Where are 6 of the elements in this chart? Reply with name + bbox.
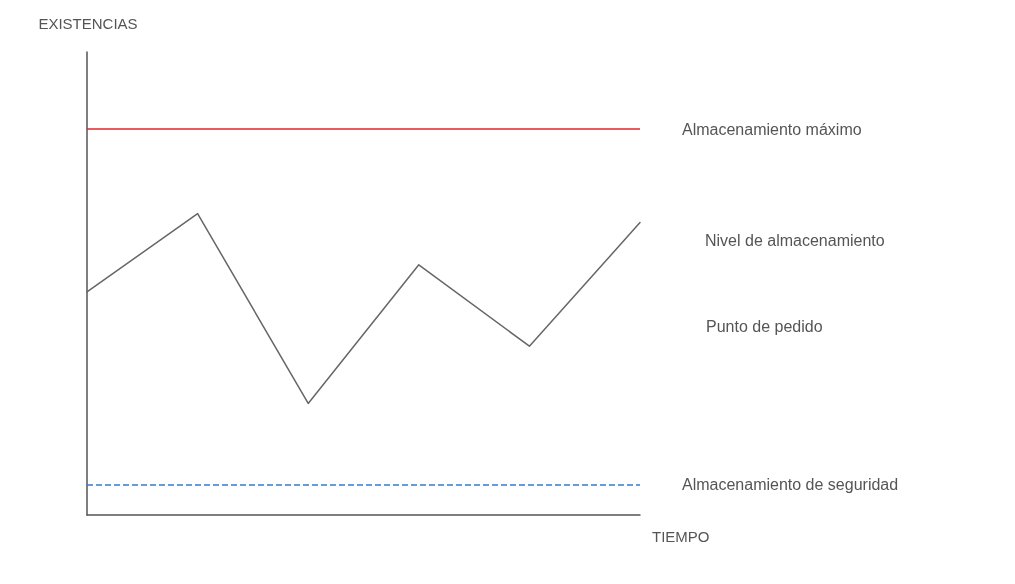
ref-line-label: Almacenamiento de seguridad xyxy=(682,476,899,494)
ref-line-label: Almacenamiento máximo xyxy=(682,120,862,138)
text: EXISTENCIAS xyxy=(38,15,138,32)
text: Punto de pedido xyxy=(706,317,823,335)
text: Nivel de almacenamiento xyxy=(705,232,885,250)
x-axis-title: TIEMPO xyxy=(652,528,710,545)
